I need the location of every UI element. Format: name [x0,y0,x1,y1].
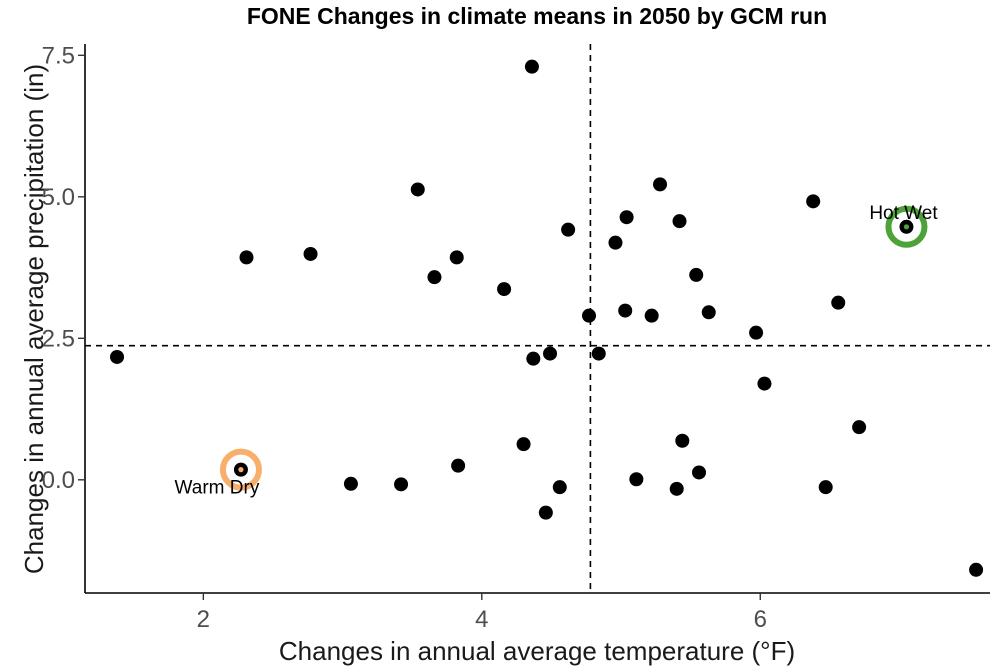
data-point [675,433,690,448]
data-point [653,177,668,192]
x-tick-label: 4 [475,606,488,633]
data-point [303,246,318,261]
data-point [410,182,425,197]
x-axis-title: Changes in annual average temperature (°… [279,636,795,666]
chart-title: FONE Changes in climate means in 2050 by… [247,3,827,29]
data-point [591,346,606,361]
y-tick-label: 0.0 [42,467,75,494]
highlight-ring [219,448,262,491]
data-point [672,214,687,229]
data-point [608,235,623,250]
data-points [110,59,984,577]
data-point [451,458,466,473]
y-axis-ticks: 0.0 2.5 5.0 7.5 [42,42,85,494]
reference-lines [85,44,990,593]
data-point [831,295,846,310]
data-point [749,325,764,340]
data-point [757,376,772,391]
highlighted-points [219,205,928,491]
data-point [526,351,541,366]
data-point [516,437,531,452]
data-point [969,562,984,577]
y-tick-label: 7.5 [42,42,75,69]
data-point [701,305,716,320]
data-point [689,267,704,282]
data-point [618,303,633,318]
x-tick-label: 2 [197,606,210,633]
data-point [538,505,553,520]
highlight-center [903,224,910,230]
data-point [852,420,867,435]
data-point [427,270,442,285]
highlight-center [238,467,244,473]
data-point [629,472,644,487]
highlight-ring [885,205,928,248]
data-point [669,481,684,496]
data-point [818,480,833,495]
data-point [543,346,558,361]
data-point [806,194,821,209]
data-point [619,210,634,225]
highlight-label: Hot Wet [869,203,938,224]
data-point [644,308,659,323]
data-point [449,250,464,265]
data-point [561,222,576,237]
data-point [343,476,358,491]
highlight-label: Warm Dry [175,478,260,499]
highlight-labels: Hot Wet Warm Dry [175,203,939,499]
x-tick-label: 6 [754,606,767,633]
data-point [582,308,597,323]
data-point [552,480,567,495]
data-point [110,349,125,364]
data-point [394,477,409,492]
data-point [524,59,539,74]
axes [84,44,990,594]
y-tick-label: 2.5 [42,325,75,352]
y-tick-label: 5.0 [42,184,75,211]
y-axis-title: Changes in annual average precipitation … [19,64,49,574]
data-point [692,465,707,480]
x-axis-ticks: 2 4 6 [197,593,767,633]
data-point [497,282,512,297]
data-point [239,250,254,265]
